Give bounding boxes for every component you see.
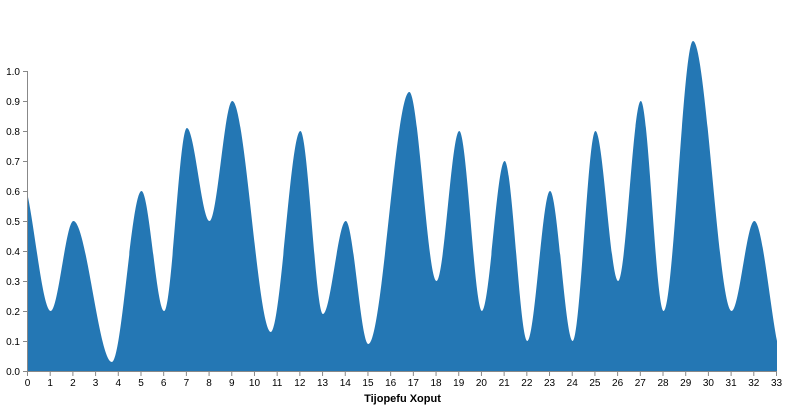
y-tick-label: 0.3 [6, 277, 20, 288]
y-tick-label: 0.8 [6, 127, 20, 138]
x-tick-label: 3 [93, 378, 99, 389]
x-tick-label: 19 [453, 378, 465, 389]
x-tick-label: 22 [521, 378, 533, 389]
x-tick-label: 32 [748, 378, 760, 389]
x-tick-label: 30 [703, 378, 715, 389]
y-tick-label: 0.9 [6, 97, 20, 108]
x-tick-label: 8 [206, 378, 212, 389]
x-tick-label: 24 [567, 378, 579, 389]
x-tick-label: 27 [635, 378, 647, 389]
x-tick-label: 11 [272, 378, 283, 389]
x-tick-label: 12 [294, 378, 306, 389]
y-axis: 0.0 0.1 0.2 0.3 0.4 0.5 0.6 0.7 0.8 0.9 1.0 [6, 67, 28, 378]
x-tick-label: 23 [544, 378, 556, 389]
y-tick-label: 0.4 [6, 247, 20, 258]
x-tick-label: 21 [499, 378, 511, 389]
x-tick-label: 26 [612, 378, 624, 389]
x-tick-label: 2 [70, 378, 76, 389]
x-tick-label: 18 [430, 378, 442, 389]
x-tick-label: 13 [317, 378, 329, 389]
x-axis: 0 1 2 3 4 5 6 7 8 9 10 11 12 13 14 15 16 17 18 19 20 21 22 23 24… [25, 371, 783, 389]
y-tick-label: 0.7 [6, 157, 20, 168]
y-tick-label: 1.0 [6, 67, 20, 78]
x-tick-label: 31 [726, 378, 738, 389]
y-tick-label: 0.1 [6, 337, 20, 348]
x-tick-label: 0 [25, 378, 31, 389]
x-tick-label: 6 [161, 378, 167, 389]
x-tick-label: 9 [229, 378, 235, 389]
y-tick-label: 0.0 [6, 367, 20, 378]
area-series [28, 41, 777, 371]
x-tick-label: 29 [680, 378, 692, 389]
y-tick-label: 0.2 [6, 307, 20, 318]
x-tick-label: 7 [184, 378, 190, 389]
x-tick-label: 1 [47, 378, 53, 389]
y-tick-label: 0.5 [6, 217, 20, 228]
x-tick-label: 15 [362, 378, 374, 389]
x-tick-label: 14 [340, 378, 352, 389]
plot-area [28, 41, 777, 371]
x-tick-label: 33 [771, 378, 783, 389]
x-tick-label: 5 [138, 378, 144, 389]
x-tick-label: 20 [476, 378, 488, 389]
x-tick-label: 10 [249, 378, 261, 389]
x-tick-label: 25 [589, 378, 601, 389]
x-tick-label: 16 [385, 378, 397, 389]
x-axis-title: Tijopefu Xoput [364, 393, 441, 405]
x-tick-label: 28 [657, 378, 669, 389]
x-tick-label: 17 [408, 378, 420, 389]
y-tick-label: 0.6 [6, 187, 20, 198]
x-tick-label: 4 [116, 378, 122, 389]
